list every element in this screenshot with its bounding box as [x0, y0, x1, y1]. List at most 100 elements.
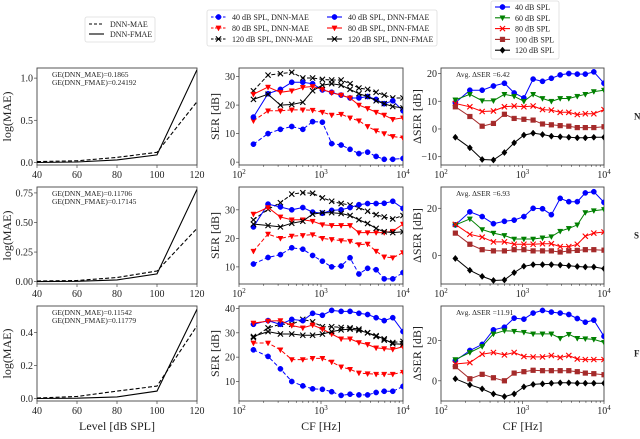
series-line-80-db-spl-dnn-fmae [253, 206, 403, 234]
data-point [356, 271, 362, 277]
series-line-80-db-spl-dnn-mae [253, 342, 403, 375]
data-point [338, 111, 345, 118]
data-point [338, 76, 345, 83]
data-point [574, 262, 581, 271]
data-point [328, 80, 335, 87]
data-point [557, 133, 564, 141]
y-tick-label: 0.50 [16, 218, 34, 229]
panel-r2-c1: 102 103 104 10 20 30 40 SER [dB] CF [Hz] [208, 304, 410, 433]
data-point [511, 93, 518, 100]
data-point [265, 72, 272, 79]
series-line-100-db-spl [455, 106, 604, 129]
data-point [501, 393, 508, 401]
data-point [347, 254, 353, 261]
series-line-dnn-fmae [37, 309, 197, 400]
series-line-80-db-spl-dnn-fmae [253, 85, 403, 120]
data-point [328, 323, 335, 330]
data-point [389, 198, 396, 205]
data-point [501, 111, 508, 117]
legend-label: 120 dB SPL, DNN-FMAE [348, 35, 433, 44]
data-point [557, 96, 564, 102]
data-point [399, 135, 403, 142]
data-point [400, 269, 403, 276]
data-point [381, 388, 388, 395]
y-tick-label: 20 [427, 204, 437, 215]
y-tick-label: 30 [225, 205, 235, 216]
y-axis-label: SER [dB] [208, 212, 222, 259]
data-point [319, 119, 326, 126]
x-tick-label: 102 [434, 287, 448, 300]
data-point [582, 319, 589, 326]
series-line-120-db-spl [455, 132, 604, 161]
series-line-80-db-spl-dnn-mae [253, 233, 403, 259]
data-point [520, 103, 527, 110]
x-tick-label: 104 [396, 404, 410, 417]
data-point [338, 324, 345, 331]
data-point [466, 359, 473, 366]
data-point [338, 82, 345, 89]
y-tick-label: 0.4 [21, 328, 34, 339]
legend-label: 40 dB SPL [515, 3, 550, 12]
data-point [501, 276, 508, 284]
data-point [590, 69, 597, 75]
y-tick-label: −10 [421, 152, 437, 163]
y-tick-label: 0.0 [21, 158, 34, 169]
data-point [347, 146, 353, 153]
data-point [590, 356, 597, 363]
data-point [479, 247, 485, 253]
data-point [565, 226, 572, 232]
series-line-40-db-spl [455, 309, 604, 362]
data-point [309, 190, 316, 197]
data-point [400, 341, 403, 348]
data-point [288, 378, 295, 385]
data-point [319, 76, 326, 83]
data-point [539, 240, 546, 247]
series-line-120-db-spl-dnn-mae [253, 71, 403, 99]
data-point [309, 232, 316, 239]
data-point [520, 262, 527, 270]
data-point [548, 132, 555, 140]
data-point [590, 230, 597, 237]
row-label: N [634, 112, 640, 122]
data-point [299, 189, 306, 196]
legend-label: 80 dB SPL, DNN-FMAE [348, 24, 429, 33]
data-point [548, 248, 554, 254]
data-point [381, 131, 388, 138]
data-point [319, 82, 326, 89]
data-point [288, 101, 295, 108]
data-point [565, 133, 572, 141]
data-point [521, 369, 527, 375]
legend-label: 120 dB SPL [515, 46, 554, 55]
data-point [328, 90, 335, 97]
data-point [479, 227, 486, 233]
data-point [452, 364, 458, 370]
data-point [250, 333, 257, 340]
data-point [250, 261, 257, 267]
data-point [490, 230, 497, 237]
y-tick-label: 0.5 [21, 116, 34, 127]
legend-marker [499, 15, 506, 22]
data-point [347, 308, 353, 315]
data-point [381, 92, 388, 99]
data-point [399, 369, 403, 376]
series-line-dnn-mae [37, 325, 197, 399]
series-line-40-db-spl-dnn-mae [253, 121, 403, 160]
data-point [309, 332, 316, 339]
data-point [381, 100, 388, 107]
data-point [566, 123, 572, 129]
data-point [400, 94, 403, 101]
data-point [452, 230, 458, 236]
data-point [520, 329, 527, 336]
data-point [319, 209, 326, 216]
series-line-40-db-spl-dnn-mae [253, 349, 403, 396]
data-point [277, 108, 284, 115]
series-group [452, 307, 604, 401]
data-point [566, 248, 572, 254]
panels: 40 60 80 100 1200.00.51.0log(MAE)GE(DNN_MAE)… [0, 67, 611, 433]
data-point [364, 208, 371, 215]
data-point [381, 200, 388, 207]
data-point [590, 133, 597, 141]
data-point [299, 99, 306, 106]
data-point [381, 317, 388, 324]
data-point [565, 198, 572, 205]
